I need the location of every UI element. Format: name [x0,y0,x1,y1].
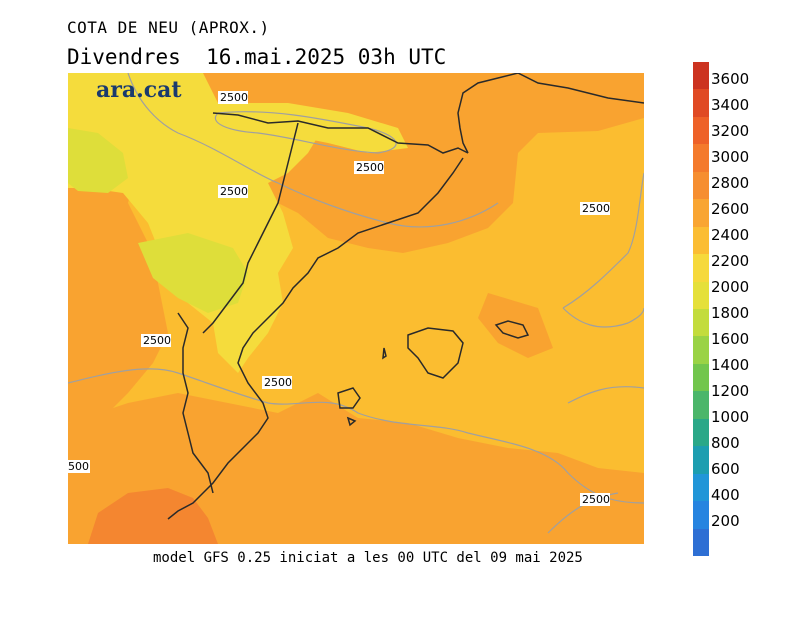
contour-label: 2500 [582,202,610,215]
legend-label: 2400 [711,226,750,244]
legend-label: 3200 [711,122,750,140]
legend-color-cell [693,116,709,145]
legend-label: 1800 [711,304,750,322]
legend-color-cell [693,254,709,283]
contour-label: 500 [68,460,89,473]
legend-label: 3000 [711,148,750,166]
ara-cat-logo: ara.cat [96,77,182,103]
zone-2800-southwest [88,488,218,544]
legend-label: 2200 [711,252,750,270]
legend-label: 3600 [711,70,750,88]
legend-color-cell [693,501,709,530]
legend-color-cell [693,144,709,173]
contour-label: 2500 [220,91,248,104]
zone-2200-pyrenees [203,103,408,153]
legend-color-cell [693,391,709,420]
contour-label: 2500 [220,185,248,198]
forecast-date: Divendres 16.mai.2025 03h UTC [67,45,447,69]
contour-label: 2500 [264,376,292,389]
legend-label: 800 [711,434,740,452]
legend-color-cell [693,171,709,200]
snow-level-map: 2500 2500 2500 2500 2500 2500 500 2500 [68,73,644,544]
model-info: model GFS 0.25 iniciat a les 00 UTC del … [153,550,583,566]
zone-2000-west [68,128,128,193]
legend-color-cell [693,309,709,337]
map-title: COTA DE NEU (APROX.) [67,18,270,37]
legend-label: 2800 [711,174,750,192]
contour-label: 2500 [582,493,610,506]
legend-color-cell [693,363,709,392]
legend-color-cell [693,418,709,447]
legend-label: 200 [711,512,740,530]
legend-label: 400 [711,486,740,504]
legend-label: 600 [711,460,740,478]
contour-label: 2500 [143,334,171,347]
zone-2600-southeast [478,293,553,358]
legend-color-cell [693,473,709,502]
zone-2600-south [68,393,644,544]
legend-label: 2000 [711,278,750,296]
legend-label: 3400 [711,96,750,114]
legend-color-cell [693,336,709,365]
legend-color-cell [693,89,709,118]
legend-color-cell [693,199,709,228]
zone-2000-central [138,233,248,313]
contour-labels: 2500 2500 2500 2500 2500 2500 500 2500 [68,91,610,506]
legend-color-cell [693,226,709,255]
contour-label: 2500 [356,161,384,174]
color-scale-legend [693,62,709,557]
legend-label: 1200 [711,382,750,400]
legend-color-cell [693,281,709,310]
legend-color-cell [693,528,709,557]
legend-color-cell [693,62,709,90]
zone-2200 [68,73,323,373]
legend-color-cell [693,446,709,475]
coastline [167,73,644,520]
legend-label: 1400 [711,356,750,374]
legend-label: 1000 [711,408,750,426]
legend-label: 1600 [711,330,750,348]
legend-label: 2600 [711,200,750,218]
